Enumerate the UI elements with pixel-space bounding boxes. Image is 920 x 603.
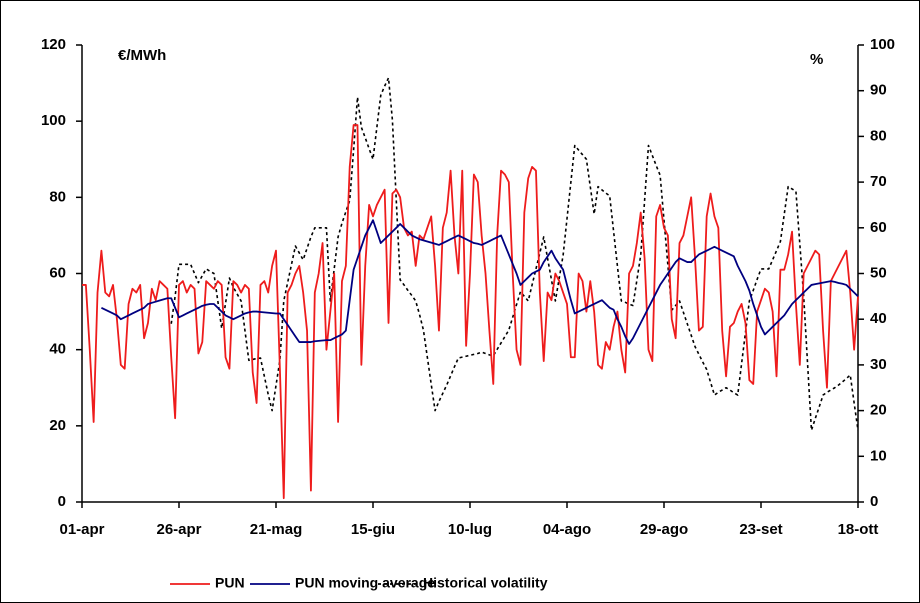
y2-tick-label: 70	[870, 173, 887, 190]
x-tick-label: 04-ago	[543, 521, 591, 538]
series-line	[101, 219, 859, 345]
y-tick-label: 60	[49, 264, 66, 281]
x-tick-label: 10-lug	[448, 521, 492, 538]
x-tick-label: 21-mag	[250, 521, 303, 538]
y2-tick-label: 0	[870, 493, 878, 510]
y-tick-label: 80	[49, 188, 66, 205]
y2-tick-label: 90	[870, 82, 887, 99]
y2-tick-label: 10	[870, 447, 887, 464]
legend-label: Historical volatility	[423, 575, 548, 591]
y-tick-label: 120	[41, 36, 66, 53]
x-tick-label: 29-ago	[640, 521, 688, 538]
y2-axis-label: %	[810, 51, 823, 68]
legend-label: PUN	[215, 575, 245, 591]
series-line	[82, 124, 859, 500]
y2-tick-label: 50	[870, 264, 887, 281]
x-tick-label: 18-ott	[838, 521, 879, 538]
y2-tick-label: 80	[870, 127, 887, 144]
y-tick-label: 100	[41, 112, 66, 129]
y-tick-label: 20	[49, 417, 66, 434]
y2-tick-label: 30	[870, 356, 887, 373]
legend-label: PUN moving average	[295, 575, 435, 591]
y2-tick-label: 60	[870, 219, 887, 236]
x-tick-label: 26-apr	[156, 521, 201, 538]
y2-tick-label: 20	[870, 402, 887, 419]
y-tick-label: 40	[49, 341, 66, 358]
x-tick-label: 01-apr	[59, 521, 104, 538]
x-tick-label: 23-set	[739, 521, 782, 538]
y2-tick-label: 40	[870, 310, 887, 327]
y-axis-label: €/MWh	[118, 47, 166, 64]
x-tick-label: 15-giu	[351, 521, 395, 538]
y-tick-label: 0	[58, 493, 66, 510]
y2-tick-label: 100	[870, 36, 895, 53]
